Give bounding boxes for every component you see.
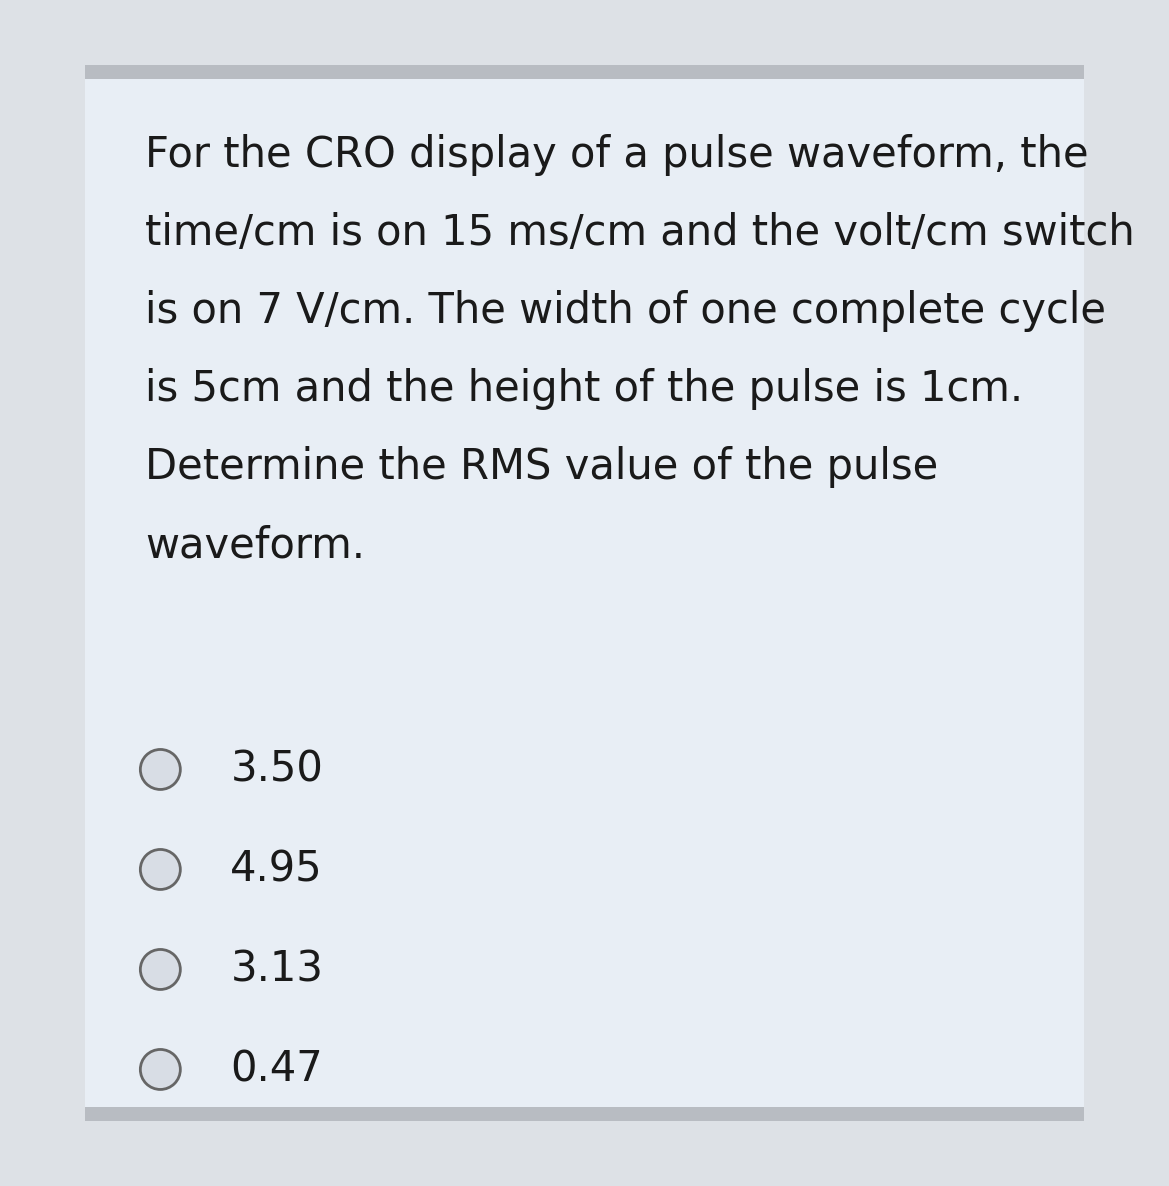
Circle shape [140, 750, 180, 790]
Text: 0.47: 0.47 [230, 1048, 323, 1090]
Text: 3.13: 3.13 [230, 949, 324, 990]
Text: waveform.: waveform. [145, 524, 366, 567]
Bar [85, 65, 1084, 79]
Circle shape [140, 950, 180, 989]
Text: For the CRO display of a pulse waveform, the: For the CRO display of a pulse waveform,… [145, 134, 1090, 177]
Bar [85, 1107, 1084, 1121]
Text: 3.50: 3.50 [230, 748, 323, 790]
Bar [85, 79, 1084, 1107]
Circle shape [140, 849, 180, 890]
Text: is on 7 V/cm. The width of one complete cycle: is on 7 V/cm. The width of one complete … [145, 291, 1106, 332]
Text: is 5cm and the height of the pulse is 1cm.: is 5cm and the height of the pulse is 1c… [145, 369, 1024, 410]
Text: Determine the RMS value of the pulse: Determine the RMS value of the pulse [145, 446, 939, 489]
Circle shape [140, 1050, 180, 1090]
Text: time/cm is on 15 ms/cm and the volt/cm switch: time/cm is on 15 ms/cm and the volt/cm s… [145, 212, 1135, 255]
Text: 4.95: 4.95 [230, 848, 323, 891]
